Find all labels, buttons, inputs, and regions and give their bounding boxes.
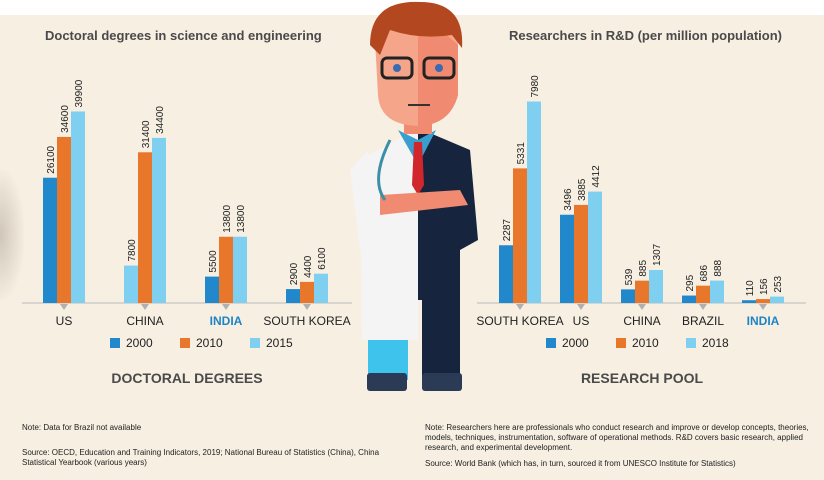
legend-label: 2015 bbox=[266, 336, 293, 350]
value-label: 3496 bbox=[563, 188, 574, 211]
bar-brazil-2018 bbox=[710, 280, 724, 303]
category-label: US bbox=[56, 314, 73, 328]
bar-india-2015 bbox=[233, 236, 247, 303]
bar-china-2000 bbox=[621, 289, 635, 303]
legend-label: 2010 bbox=[632, 336, 659, 350]
left-note: Note: Data for Brazil not available bbox=[22, 423, 142, 432]
value-label: 4412 bbox=[591, 165, 602, 188]
bar-south-korea-2000 bbox=[499, 245, 513, 303]
legend-label: 2000 bbox=[126, 336, 153, 350]
value-label: 13800 bbox=[222, 205, 233, 233]
category-label: CHINA bbox=[623, 314, 660, 328]
decorative-shadow bbox=[0, 170, 24, 300]
right-chart-subtitle: RESEARCH POOL bbox=[580, 370, 704, 386]
bar-india-2000 bbox=[205, 276, 219, 303]
tick-marker bbox=[303, 304, 311, 310]
value-label: 6100 bbox=[317, 247, 328, 270]
tick-marker bbox=[759, 304, 767, 310]
category-label: CHINA bbox=[126, 314, 163, 328]
bar-south-korea-2015 bbox=[314, 273, 328, 303]
bar-india-2000 bbox=[742, 300, 756, 303]
tick-marker bbox=[577, 304, 585, 310]
left-source: Source: OECD, Education and Training Ind… bbox=[22, 448, 380, 467]
value-label: 31400 bbox=[141, 120, 152, 148]
bar-india-2010 bbox=[219, 236, 233, 303]
legend-item-2010: 2010 bbox=[180, 336, 250, 350]
bar-us-2015 bbox=[71, 111, 85, 303]
bar-us-2010 bbox=[57, 136, 71, 303]
tick-marker bbox=[699, 304, 707, 310]
bar-china-2010 bbox=[635, 280, 649, 303]
legend-label: 2010 bbox=[196, 336, 223, 350]
value-label: 4400 bbox=[303, 255, 314, 278]
bar-us-2000 bbox=[43, 177, 57, 303]
bar-us-2010 bbox=[574, 204, 588, 303]
right-note: Note: Researchers here are professionals… bbox=[425, 423, 809, 452]
tick-marker bbox=[638, 304, 646, 310]
legend-item-2018: 2018 bbox=[686, 336, 756, 350]
category-label: INDIA bbox=[210, 314, 243, 328]
category-label: INDIA bbox=[747, 314, 780, 328]
value-label: 156 bbox=[759, 278, 770, 295]
value-label: 7980 bbox=[530, 75, 541, 98]
legend-item-2000: 2000 bbox=[546, 336, 616, 350]
tick-marker bbox=[222, 304, 230, 310]
category-label: US bbox=[573, 314, 590, 328]
value-label: 34600 bbox=[60, 105, 71, 133]
legend-item-2000: 2000 bbox=[110, 336, 180, 350]
value-label: 34400 bbox=[155, 106, 166, 134]
legend-item-2010: 2010 bbox=[616, 336, 686, 350]
right-chart-title: Researchers in R&D (per million populati… bbox=[508, 28, 782, 43]
doctor-illustration bbox=[350, 1, 478, 391]
value-label: 13800 bbox=[236, 205, 247, 233]
value-label: 1307 bbox=[652, 243, 663, 266]
tick-marker bbox=[60, 304, 68, 310]
legend-label: 2018 bbox=[702, 336, 729, 350]
bar-us-2018 bbox=[588, 191, 602, 303]
value-label: 2287 bbox=[502, 219, 513, 242]
value-label: 253 bbox=[773, 275, 784, 292]
category-label: SOUTH KOREA bbox=[263, 314, 350, 328]
bar-china-2010 bbox=[138, 152, 152, 303]
left-chart-title: Doctoral degrees in science and engineer… bbox=[45, 28, 322, 43]
legend-item-2015: 2015 bbox=[250, 336, 320, 350]
value-label: 295 bbox=[685, 274, 696, 291]
bar-brazil-2010 bbox=[696, 285, 710, 303]
bar-south-korea-2018 bbox=[527, 101, 541, 303]
left-legend: 2000 2010 2015 bbox=[110, 336, 320, 350]
right-legend: 2000 2010 2018 bbox=[546, 336, 756, 350]
value-label: 885 bbox=[638, 260, 649, 277]
bar-india-2010 bbox=[756, 299, 770, 303]
bar-us-2000 bbox=[560, 214, 574, 303]
value-label: 26100 bbox=[46, 145, 57, 173]
category-label: BRAZIL bbox=[682, 314, 724, 328]
value-label: 5331 bbox=[516, 142, 527, 165]
value-label: 5500 bbox=[208, 250, 219, 273]
value-label: 3885 bbox=[577, 178, 588, 201]
bar-india-2018 bbox=[770, 296, 784, 303]
bar-china-2018 bbox=[649, 269, 663, 303]
tick-marker bbox=[516, 304, 524, 310]
bar-south-korea-2010 bbox=[300, 281, 314, 303]
tick-marker bbox=[141, 304, 149, 310]
value-label: 2900 bbox=[289, 262, 300, 285]
value-label: 110 bbox=[745, 280, 756, 296]
legend-label: 2000 bbox=[562, 336, 589, 350]
category-label: SOUTH KOREA bbox=[476, 314, 563, 328]
bar-china-2015 bbox=[152, 137, 166, 303]
bar-brazil-2000 bbox=[682, 295, 696, 303]
value-label: 686 bbox=[699, 265, 710, 282]
left-chart-subtitle: DOCTORAL DEGREES bbox=[111, 370, 263, 386]
bar-south-korea-2000 bbox=[286, 289, 300, 303]
right-source: Source: World Bank (which has, in turn, … bbox=[425, 459, 736, 468]
bar-china-2000 bbox=[124, 265, 138, 303]
value-label: 39900 bbox=[74, 79, 85, 107]
value-label: 7800 bbox=[127, 239, 138, 262]
value-label: 888 bbox=[713, 259, 724, 276]
value-label: 539 bbox=[624, 268, 635, 285]
bar-south-korea-2010 bbox=[513, 168, 527, 303]
